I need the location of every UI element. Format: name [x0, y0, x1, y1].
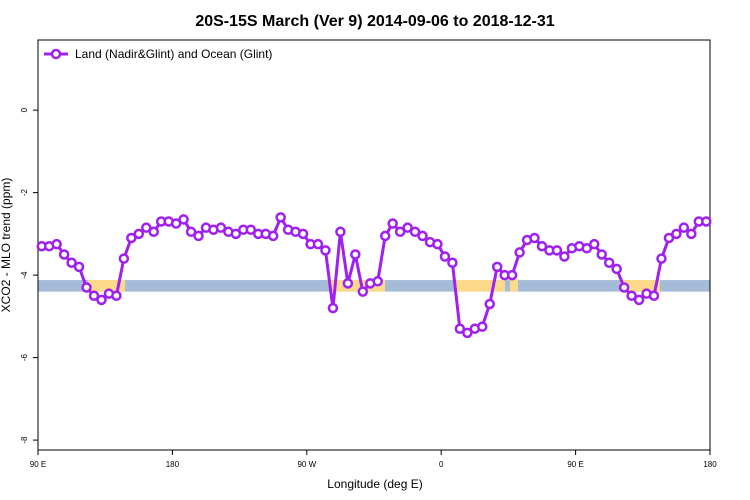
data-point	[611, 263, 622, 275]
data-point	[394, 226, 406, 238]
data-point	[686, 228, 697, 240]
data-point	[350, 249, 361, 260]
data-point	[193, 230, 204, 242]
data-point	[327, 302, 339, 314]
data-point	[133, 228, 145, 240]
data-point	[66, 257, 77, 268]
data-point	[148, 226, 159, 238]
y-axis-label: XCO2 - MLO trend (ppm)	[0, 178, 13, 313]
data-point	[357, 286, 369, 297]
data-point	[141, 222, 152, 233]
y-tick-label: -4	[20, 271, 29, 279]
data-point	[603, 257, 615, 268]
band-segment	[619, 280, 660, 292]
band-segment	[329, 280, 386, 292]
data-point	[671, 228, 682, 240]
band-segment	[455, 280, 505, 292]
data-point	[484, 298, 495, 310]
x-tick-label: 90 E	[30, 460, 46, 469]
data-point	[51, 238, 62, 250]
data-point	[477, 321, 488, 332]
data-point	[73, 261, 85, 273]
data-point	[596, 249, 607, 260]
data-point	[342, 278, 354, 289]
data-point	[506, 269, 518, 281]
y-tick-label: -6	[20, 354, 29, 362]
plot-frame	[37, 39, 711, 451]
data-point	[432, 238, 443, 250]
y-tick-label: -2	[20, 189, 29, 197]
data-point	[581, 243, 593, 254]
data-point	[648, 290, 660, 301]
legend-label: Land (Nadir&Glint) and Ocean (Glint)	[75, 47, 272, 61]
data-point	[491, 261, 503, 273]
band-segment	[509, 280, 518, 292]
data-point	[559, 251, 570, 262]
data-point	[126, 232, 137, 244]
data-point	[88, 290, 100, 301]
data-point	[536, 240, 548, 252]
data-point	[170, 218, 182, 229]
data-point	[447, 257, 458, 268]
data-point	[320, 245, 331, 256]
x-tick-label: 90 W	[297, 460, 316, 469]
data-point	[312, 238, 324, 250]
data-point	[215, 222, 227, 233]
data-point	[678, 222, 690, 233]
data-point	[379, 230, 391, 242]
legend-marker	[50, 48, 62, 60]
data-point	[551, 245, 563, 256]
data-point	[618, 282, 630, 293]
x-tick-label: 90 E	[567, 460, 583, 469]
data-point	[178, 214, 189, 225]
y-tick-label: -8	[20, 436, 29, 444]
x-tick-label: 180	[166, 460, 180, 469]
data-point	[402, 222, 413, 233]
data-point	[656, 253, 667, 264]
data-point	[245, 224, 257, 235]
data-point	[462, 327, 473, 339]
data-point	[529, 232, 540, 244]
data-point	[633, 294, 645, 306]
data-point	[409, 226, 421, 238]
data-point	[663, 232, 675, 244]
data-point	[230, 228, 242, 240]
data-point	[417, 230, 428, 242]
data-point	[267, 230, 279, 242]
data-point	[514, 247, 525, 258]
data-point	[439, 251, 451, 262]
chart-title: 20S-15S March (Ver 9) 2014-09-06 to 2018…	[195, 13, 554, 30]
data-point	[626, 290, 637, 301]
data-point	[454, 323, 466, 334]
data-point	[96, 294, 107, 306]
data-point	[335, 226, 346, 238]
data-point	[589, 238, 600, 250]
data-point	[387, 218, 398, 229]
data-point	[185, 226, 197, 238]
data-point	[372, 276, 383, 287]
y-tick-label: 0	[20, 107, 29, 112]
x-axis-label: Longitude (deg E)	[327, 477, 422, 491]
data-point	[111, 290, 122, 301]
data-point	[701, 216, 712, 227]
data-point	[118, 253, 130, 264]
x-tick-label: 0	[439, 460, 444, 469]
data-point	[81, 282, 92, 293]
band-segment	[88, 280, 126, 292]
x-tick-label: 180	[703, 460, 717, 469]
data-point	[58, 249, 70, 260]
data-point	[297, 228, 309, 240]
data-point	[275, 212, 286, 223]
